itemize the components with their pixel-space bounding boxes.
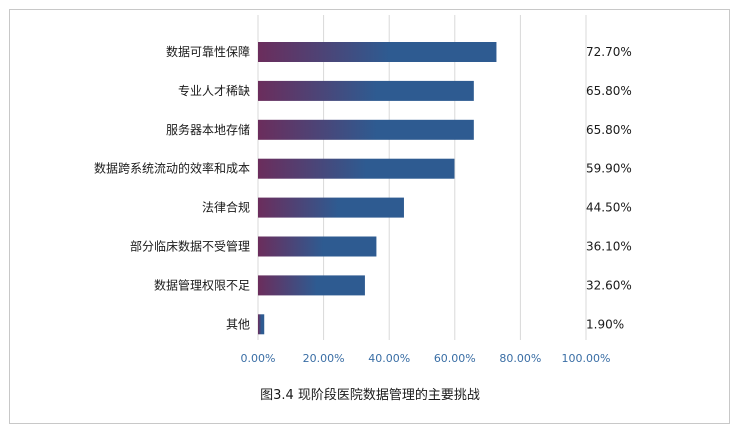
category-label: 数据管理权限不足 (154, 277, 250, 292)
x-tick-label: 0.00% (241, 352, 276, 365)
chart-caption: 图3.4 现阶段医院数据管理的主要挑战 (260, 387, 480, 403)
bar-chart: 数据可靠性保障专业人才稀缺服务器本地存储数据跨系统流动的效率和成本法律合规部分临… (94, 15, 632, 403)
bar (258, 42, 497, 62)
category-label: 服务器本地存储 (166, 122, 250, 137)
bar (258, 158, 455, 179)
bar (258, 314, 265, 335)
bar (258, 236, 377, 257)
category-label: 数据跨系统流动的效率和成本 (94, 161, 250, 176)
bars (258, 42, 497, 335)
x-tick-label: 80.00% (499, 352, 541, 365)
x-tick-labels: 0.00% 20.00% 40.00% 60.00% 80.00% 100.00% (241, 352, 611, 365)
category-label: 数据可靠性保障 (166, 44, 250, 59)
value-labels: 72.70% 65.80% 65.80% 59.90% 44.50% 36.10% 32.6… (586, 45, 632, 331)
category-label: 其他 (226, 317, 250, 331)
value-label: 36.10% (586, 240, 632, 254)
category-label: 专业人才稀缺 (178, 83, 250, 98)
category-label: 部分临床数据不受管理 (130, 239, 250, 254)
bar (258, 119, 474, 140)
bar (258, 197, 404, 218)
x-tick-label: 60.00% (434, 352, 476, 365)
value-label: 72.70% (586, 45, 632, 59)
bar (258, 80, 474, 101)
value-label: 1.90% (586, 317, 624, 331)
value-label: 44.50% (586, 201, 632, 215)
bar (258, 275, 365, 296)
value-label: 65.80% (586, 84, 632, 98)
chart-frame: 数据可靠性保障专业人才稀缺服务器本地存储数据跨系统流动的效率和成本法律合规部分临… (9, 9, 730, 424)
x-tick-label: 100.00% (562, 352, 611, 365)
x-tick-label: 20.00% (303, 352, 345, 365)
category-label: 法律合规 (202, 200, 250, 215)
category-labels: 数据可靠性保障专业人才稀缺服务器本地存储数据跨系统流动的效率和成本法律合规部分临… (94, 44, 250, 331)
value-label: 59.90% (586, 162, 632, 176)
x-tick-label: 40.00% (368, 352, 410, 365)
value-label: 32.60% (586, 278, 632, 292)
value-label: 65.80% (586, 123, 632, 137)
